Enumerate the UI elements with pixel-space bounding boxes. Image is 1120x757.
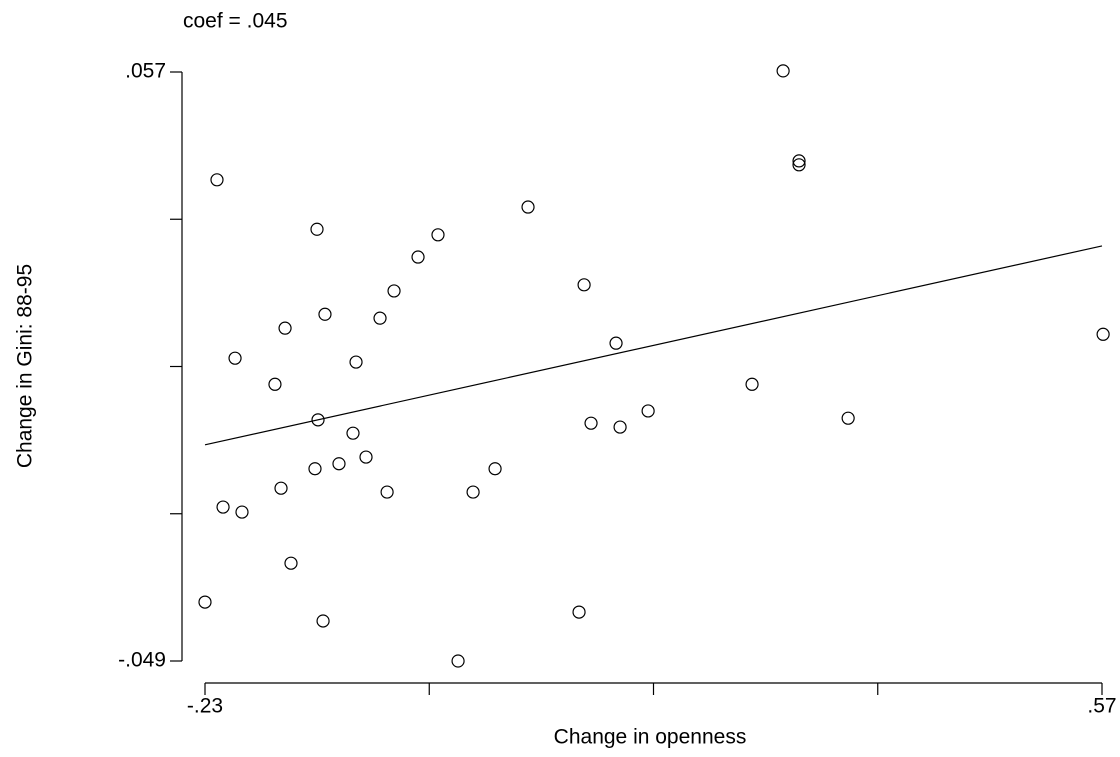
point xyxy=(584,416,598,430)
y-tick-label: .057 xyxy=(125,60,166,83)
point xyxy=(521,200,535,214)
point xyxy=(310,222,324,236)
fit-line xyxy=(204,245,1103,446)
point xyxy=(431,228,445,242)
point xyxy=(488,462,502,476)
point xyxy=(1096,327,1110,341)
point xyxy=(359,450,373,464)
point xyxy=(745,377,759,391)
point xyxy=(311,413,325,427)
point xyxy=(210,173,224,187)
point xyxy=(841,411,855,425)
point xyxy=(609,336,623,350)
point xyxy=(268,377,282,391)
point xyxy=(387,284,401,298)
point xyxy=(451,654,465,668)
y-tick-label: -.049 xyxy=(118,649,166,672)
point xyxy=(792,154,806,168)
point xyxy=(308,462,322,476)
point xyxy=(235,505,249,519)
point xyxy=(572,605,586,619)
point xyxy=(373,311,387,325)
point xyxy=(216,500,230,514)
point xyxy=(776,64,790,78)
point xyxy=(349,355,363,369)
point xyxy=(228,351,242,365)
y-axis-label: Change in Gini: 88-95 xyxy=(14,264,37,468)
x-axis-label: Change in openness xyxy=(554,726,747,749)
point xyxy=(284,556,298,570)
point xyxy=(577,278,591,292)
x-tick-label: .57 xyxy=(1087,695,1116,718)
point xyxy=(346,426,360,440)
x-tick-label: -.23 xyxy=(187,695,223,718)
point xyxy=(613,420,627,434)
point xyxy=(411,250,425,264)
point xyxy=(274,481,288,495)
point xyxy=(332,457,346,471)
chart-title: coef = .045 xyxy=(183,10,288,33)
point xyxy=(198,595,212,609)
point xyxy=(641,404,655,418)
point xyxy=(380,485,394,499)
point xyxy=(316,614,330,628)
point xyxy=(318,307,332,321)
point xyxy=(792,158,806,172)
point xyxy=(278,321,292,335)
point xyxy=(466,485,480,499)
